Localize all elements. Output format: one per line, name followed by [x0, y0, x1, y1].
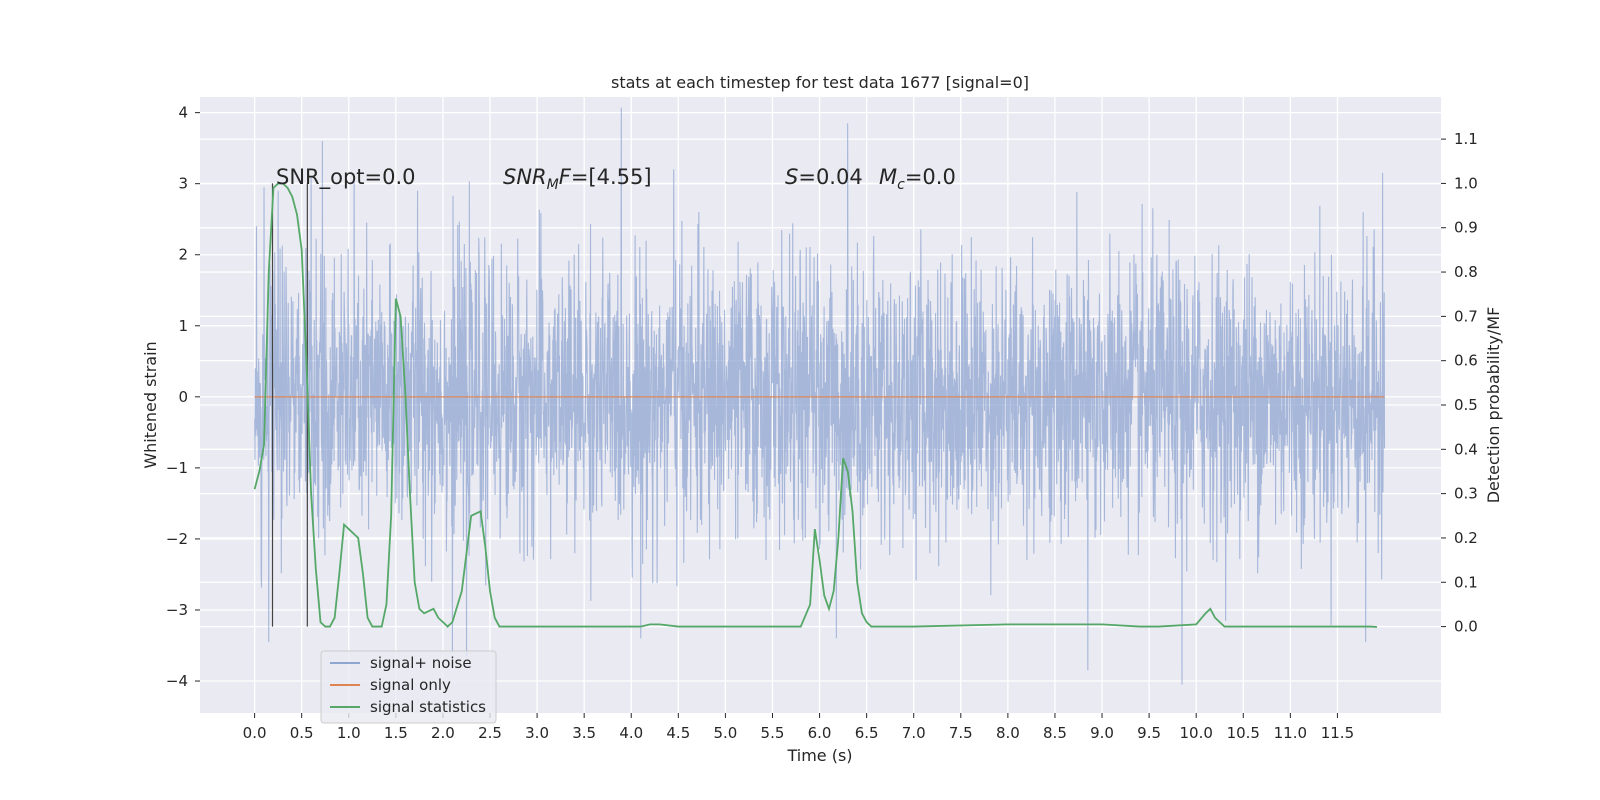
y-tick-label-4: 0: [178, 388, 188, 406]
annotation-mc-sub: c: [897, 177, 905, 193]
x-tick-label-15: 7.5: [949, 724, 973, 742]
legend: signal+ noise signal only signal statist…: [320, 650, 497, 724]
x-tick-label-13: 6.5: [855, 724, 879, 742]
annotation-s: S=0.04: [785, 165, 863, 189]
y2-tick-label-7: 0.7: [1454, 307, 1478, 325]
annotation-mc: Mc=0.0: [879, 165, 956, 193]
x-tick-label-18: 9.0: [1090, 724, 1114, 742]
y2-tick-label-6: 0.6: [1454, 352, 1478, 370]
x-tick-label-8: 4.0: [619, 724, 643, 742]
y2-axis-title: Detection probability/MF: [1484, 307, 1503, 504]
y2-tick-label-1: 0.1: [1454, 573, 1478, 591]
y-tick-label-1: −3: [166, 601, 188, 619]
y2-tick-label-5: 0.5: [1454, 396, 1478, 414]
x-tick-label-2: 1.0: [337, 724, 361, 742]
y-tick-label-3: −1: [166, 459, 188, 477]
annotation-snr-opt: SNR_opt=0.0: [276, 165, 416, 190]
y2-tick-label-4: 0.4: [1454, 440, 1478, 458]
y-tick-label-7: 3: [178, 175, 188, 193]
x-tick-label-0: 0.0: [243, 724, 267, 742]
x-tick-label-9: 4.5: [666, 724, 690, 742]
legend-label-signal-only: signal only: [370, 676, 451, 694]
x-tick-label-12: 6.0: [808, 724, 832, 742]
y2-tick-label-0: 0.0: [1454, 618, 1478, 636]
annotations: SNR_opt=0.0 SNRMF=[4.55] S=0.04 Mc=0.0: [276, 165, 956, 193]
x-tick-label-16: 8.0: [996, 724, 1020, 742]
y-tick-label-6: 2: [178, 246, 188, 264]
x-tick-label-6: 3.0: [525, 724, 549, 742]
y2-tick-label-9: 0.9: [1454, 219, 1478, 237]
series-signal-statistics: [253, 182, 1378, 628]
y-tick-label-2: −2: [166, 530, 188, 548]
x-tick-label-14: 7.0: [902, 724, 926, 742]
annotation-s-value: =0.04: [798, 165, 862, 189]
series-signal-noise: [254, 107, 1386, 685]
signal-noise-line: [254, 107, 1386, 685]
annotation-snr-mf-value-f: F: [559, 165, 572, 189]
x-tick-label-21: 10.5: [1227, 724, 1260, 742]
annotation-snr-mf-label: SNR: [503, 165, 547, 189]
x-tick-label-17: 8.5: [1043, 724, 1067, 742]
legend-box: [320, 650, 497, 724]
x-tick-label-5: 2.5: [478, 724, 502, 742]
x-axis-title: Time (s): [786, 746, 852, 765]
x-tick-label-23: 11.5: [1321, 724, 1354, 742]
annotation-snr-mf-sub: M: [547, 177, 559, 193]
chart-title: stats at each timestep for test data 167…: [611, 73, 1029, 92]
x-tick-label-7: 3.5: [572, 724, 596, 742]
signal-statistics-line: [253, 182, 1378, 628]
x-tick-label-3: 1.5: [384, 724, 408, 742]
x-tick-label-1: 0.5: [290, 724, 314, 742]
annotation-snr-mf: SNRMF=[4.55]: [503, 165, 652, 193]
x-tick-label-20: 10.0: [1179, 724, 1212, 742]
y2-tick-label-11: 1.1: [1454, 130, 1478, 148]
y-tick-label-8: 4: [178, 104, 188, 122]
legend-label-signal-statistics: signal statistics: [370, 698, 486, 716]
y-tick-label-0: −4: [166, 672, 188, 690]
x-tick-label-19: 9.5: [1137, 724, 1161, 742]
annotation-s-label: S: [785, 165, 798, 189]
annotation-mc-label: M: [879, 165, 897, 189]
y2-tick-label-10: 1.0: [1454, 174, 1478, 192]
y-axis-title: Whitened strain: [141, 341, 160, 468]
y2-tick-label-3: 0.3: [1454, 485, 1478, 503]
axis-ticks: 0.0 0.5 1.0 1.5 2.0 2.5 3.0 3.5 4.0 4.5 5.0 5.5 6.0 6…: [166, 104, 1478, 742]
annotation-mc-value: =0.0: [905, 165, 956, 189]
x-tick-label-11: 5.5: [761, 724, 785, 742]
y-tick-label-5: 1: [178, 317, 188, 335]
x-tick-label-22: 11.0: [1274, 724, 1307, 742]
legend-label-signal-noise: signal+ noise: [370, 654, 472, 672]
y2-tick-label-8: 0.8: [1454, 263, 1478, 281]
y2-tick-label-2: 0.2: [1454, 529, 1478, 547]
x-tick-label-10: 5.0: [713, 724, 737, 742]
annotation-snr-mf-value: =[4.55]: [571, 165, 652, 189]
x-tick-label-4: 2.0: [431, 724, 455, 742]
